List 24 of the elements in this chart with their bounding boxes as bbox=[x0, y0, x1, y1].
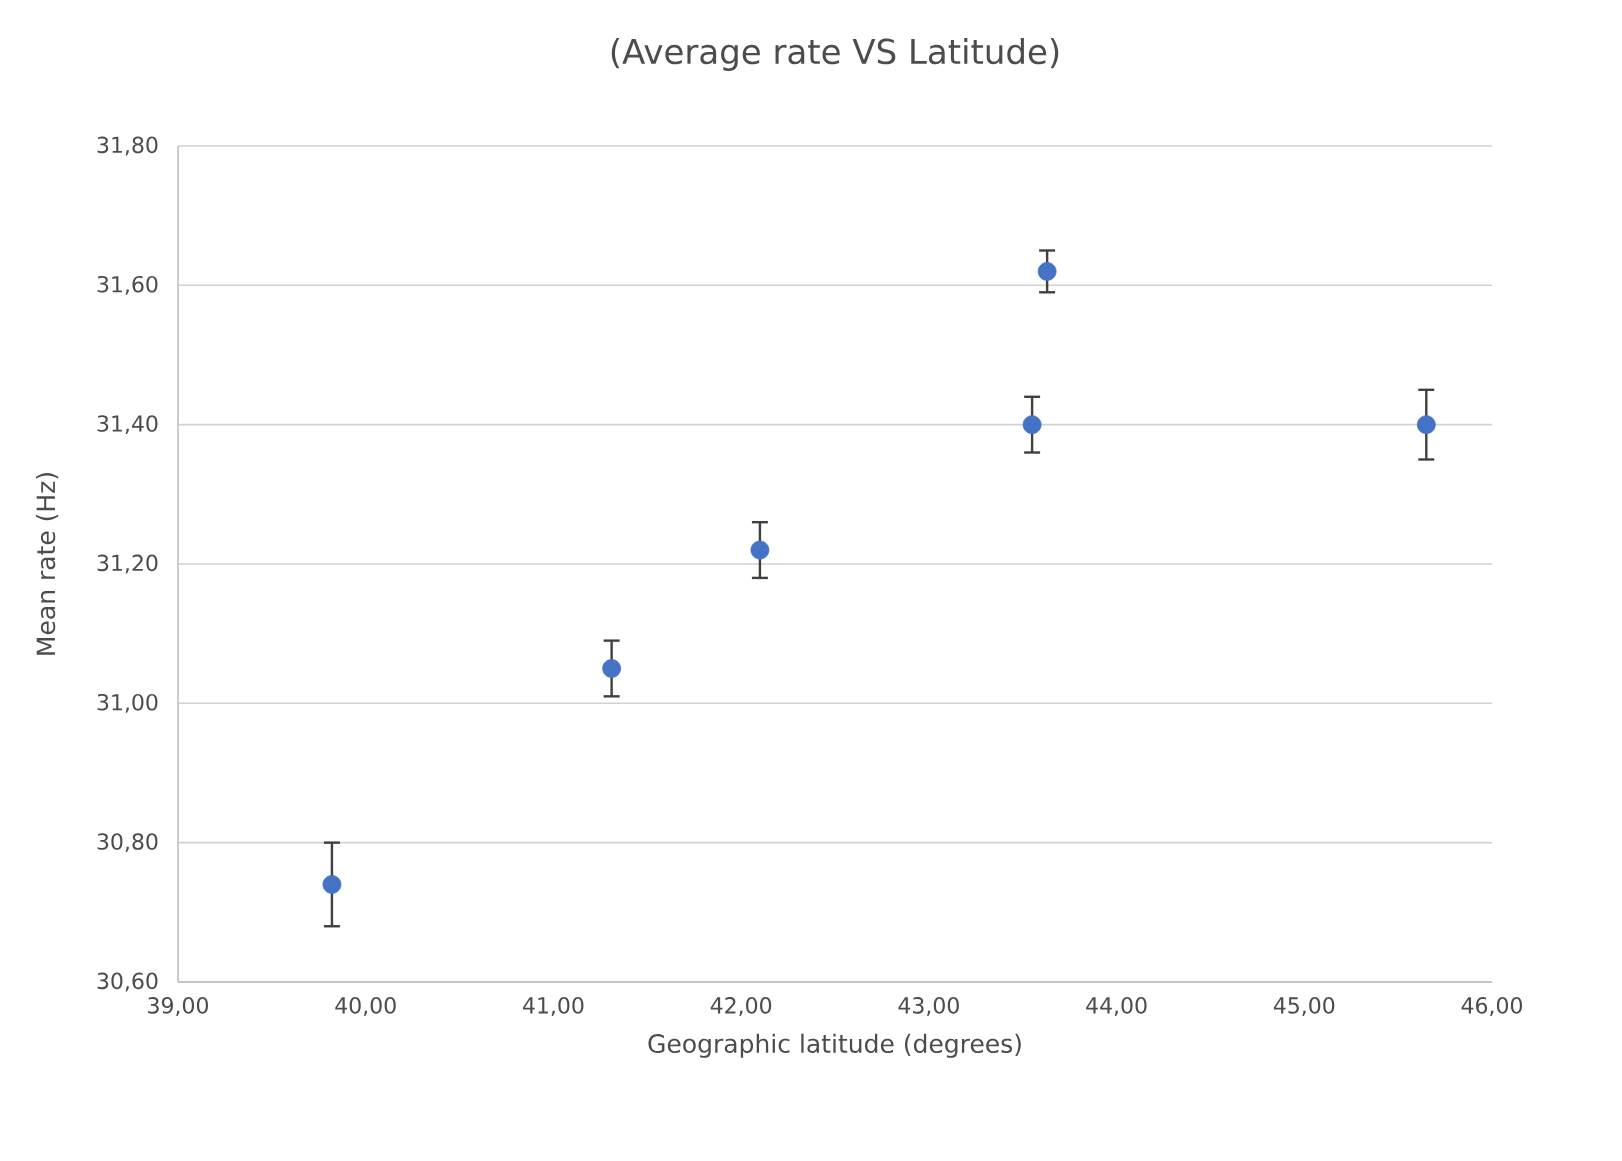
x-tick-label: 39,00 bbox=[148, 997, 208, 1016]
point bbox=[750, 540, 770, 560]
y-axis-title: Mean rate (Hz) bbox=[35, 473, 59, 655]
y-tick-label: 30,80 bbox=[97, 833, 158, 853]
x-tick-label: 40,00 bbox=[335, 997, 396, 1016]
x-tick-label: 46,00 bbox=[1461, 997, 1522, 1016]
point bbox=[1416, 415, 1436, 435]
y-tick-label: 31,40 bbox=[97, 415, 158, 435]
point bbox=[1022, 415, 1042, 435]
y-tick-label: 31,20 bbox=[97, 554, 158, 574]
x-tick-label: 44,00 bbox=[1086, 997, 1147, 1016]
x-tick-label: 41,00 bbox=[523, 997, 584, 1016]
point bbox=[1037, 261, 1057, 281]
x-tick-label: 43,00 bbox=[898, 997, 959, 1016]
x-axis-title: Geographic latitude (degrees) bbox=[648, 1033, 1021, 1058]
y-tick-label: 31,00 bbox=[97, 693, 158, 713]
y-tick-label: 31,80 bbox=[97, 136, 158, 156]
point bbox=[322, 875, 342, 894]
chart-title: (Average rate VS Latitude) bbox=[611, 38, 1059, 71]
y-tick-label: 30,60 bbox=[97, 972, 158, 992]
point bbox=[602, 659, 622, 678]
x-tick-label: 42,00 bbox=[710, 997, 772, 1016]
x-tick-label: 45,00 bbox=[1273, 997, 1335, 1016]
y-tick-label: 31,60 bbox=[97, 275, 158, 295]
